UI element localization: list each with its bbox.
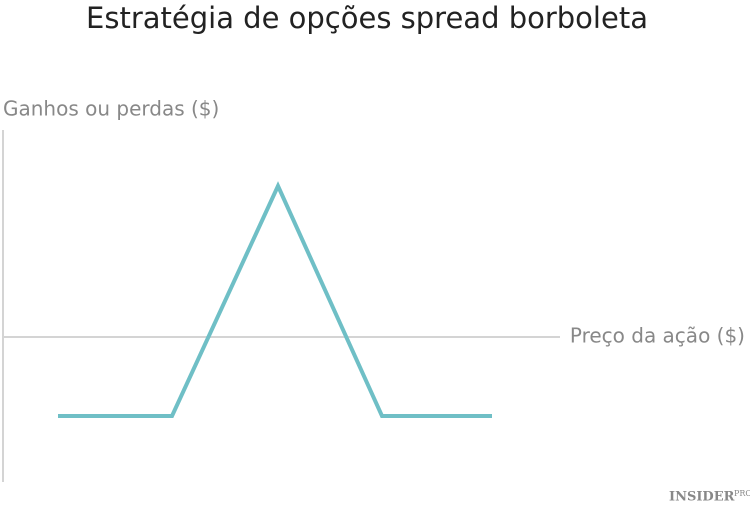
logo-main: INSIDER xyxy=(669,490,735,505)
y-axis-label: Ganhos ou perdas ($) xyxy=(3,97,219,121)
title: Estratégia de opções spread borboleta xyxy=(86,1,648,35)
logo-sub: PRO xyxy=(734,489,750,498)
payoff-line xyxy=(58,181,492,418)
x-axis-label: Preço da ação ($) xyxy=(570,324,745,348)
